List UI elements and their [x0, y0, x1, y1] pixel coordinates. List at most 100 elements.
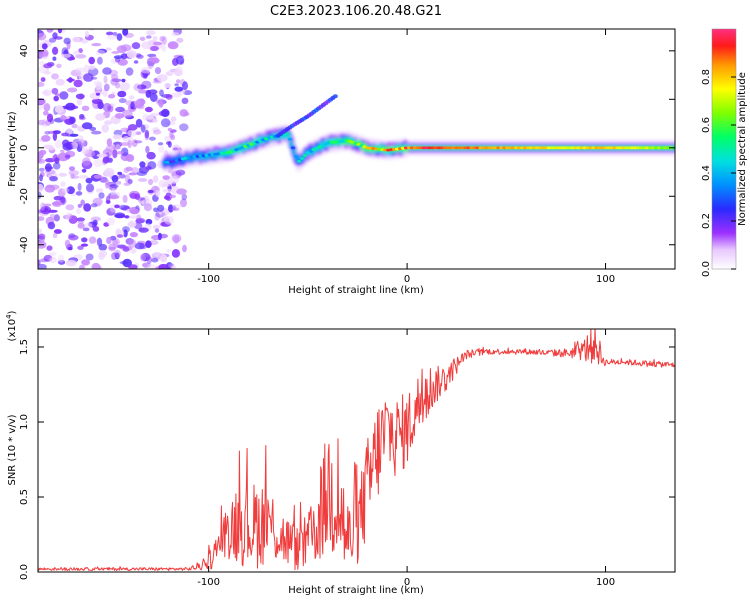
noise-speckle: [138, 200, 145, 205]
noise-speckle: [134, 193, 141, 201]
noise-speckle: [108, 246, 117, 250]
noise-speckle: [84, 222, 93, 228]
noise-speckle: [113, 55, 124, 59]
noise-speckle: [80, 243, 89, 247]
noise-speckle: [79, 264, 85, 269]
snr-frame: [37, 328, 676, 573]
noise-speckle: [136, 171, 147, 177]
noise-speckle: [128, 95, 135, 100]
noise-speckle: [81, 105, 90, 112]
noise-speckle: [38, 259, 41, 266]
noise-speckle: [128, 70, 134, 75]
spectrogram-x-tick-label: 100: [596, 274, 615, 285]
noise-speckle: [182, 244, 187, 253]
noise-speckle: [176, 188, 187, 195]
noise-speckle: [116, 180, 122, 185]
noise-speckle: [58, 254, 65, 263]
noise-speckle: [118, 173, 126, 179]
noise-speckle: [155, 189, 161, 198]
colorbar-label: Normalized spectral amplitude: [737, 72, 748, 226]
noise-speckle: [144, 106, 153, 113]
noise-speckle: [102, 88, 108, 97]
noise-speckle: [76, 207, 82, 215]
noise-speckle: [95, 188, 104, 193]
noise-speckle: [127, 221, 137, 228]
noise-speckle: [139, 161, 146, 168]
noise-speckle: [148, 178, 154, 186]
noise-speckle: [78, 116, 86, 121]
noise-speckle: [124, 215, 130, 219]
noise-speckle: [41, 135, 51, 142]
noise-speckle: [114, 212, 126, 218]
noise-speckle: [38, 263, 47, 269]
noise-speckle: [111, 51, 120, 54]
noise-speckle: [149, 112, 159, 117]
noise-speckle: [175, 55, 185, 65]
snr-x-axis-label: Height of straight line (km): [288, 585, 424, 596]
noise-speckle: [103, 83, 110, 92]
snr-x-tick-label: 100: [596, 577, 615, 588]
noise-speckle: [98, 249, 108, 258]
noise-speckle: [158, 146, 165, 153]
noise-speckle: [171, 249, 180, 258]
noise-speckle: [181, 193, 188, 201]
noise-speckle: [123, 167, 129, 174]
noise-speckle: [73, 79, 83, 88]
noise-speckle: [131, 42, 141, 50]
noise-speckle: [38, 32, 47, 41]
noise-speckle: [171, 207, 180, 211]
noise-speckle: [122, 194, 128, 203]
noise-speckle: [87, 65, 96, 70]
noise-speckle: [153, 207, 159, 213]
noise-speckle: [113, 239, 118, 249]
spectrogram-x-axis-label: Height of straight line (km): [288, 285, 424, 296]
ridge-cell: [288, 140, 295, 147]
noise-speckle: [182, 81, 188, 91]
noise-speckle: [76, 217, 85, 222]
noise-speckle: [160, 118, 171, 128]
noise-speckle: [140, 124, 146, 133]
noise-speckle: [119, 142, 130, 146]
noise-speckle: [117, 58, 128, 66]
noise-speckle: [41, 43, 48, 50]
noise-speckle: [55, 78, 65, 86]
noise-speckle: [54, 105, 64, 114]
noise-speckle: [42, 207, 49, 213]
spectrogram-y-tick-label: 20: [19, 93, 30, 106]
noise-speckle: [60, 115, 67, 121]
noise-speckle: [59, 91, 69, 100]
noise-speckle: [176, 37, 184, 43]
noise-speckle: [88, 146, 93, 151]
noise-speckle: [130, 101, 135, 110]
noise-speckle: [95, 113, 106, 121]
noise-speckle: [146, 263, 156, 269]
noise-speckle: [58, 259, 66, 265]
noise-speckle: [76, 98, 82, 106]
noise-speckle: [145, 145, 150, 154]
noise-speckle: [154, 67, 162, 75]
noise-speckle: [38, 51, 49, 57]
noise-speckle: [77, 203, 82, 208]
noise-speckle: [81, 147, 90, 155]
noise-speckle: [84, 30, 90, 38]
noise-speckle: [127, 178, 133, 185]
noise-speckle: [142, 113, 149, 121]
noise-speckle: [75, 93, 85, 100]
noise-speckle: [164, 135, 172, 142]
noise-speckle: [179, 109, 189, 117]
noise-speckle: [165, 94, 173, 100]
noise-speckle: [125, 154, 135, 162]
noise-speckle: [145, 218, 153, 225]
noise-speckle: [148, 136, 156, 141]
noise-speckle: [38, 228, 42, 234]
noise-speckle: [91, 130, 102, 135]
noise-speckle: [114, 204, 120, 209]
noise-speckle: [49, 256, 57, 264]
noise-speckle: [45, 163, 52, 172]
spectrogram-y-tick-label: -20: [19, 188, 30, 204]
noise-speckle: [170, 265, 176, 269]
noise-speckle: [51, 73, 59, 80]
noise-speckle: [52, 201, 63, 206]
noise-speckle: [170, 116, 177, 122]
noise-speckle: [40, 202, 46, 211]
